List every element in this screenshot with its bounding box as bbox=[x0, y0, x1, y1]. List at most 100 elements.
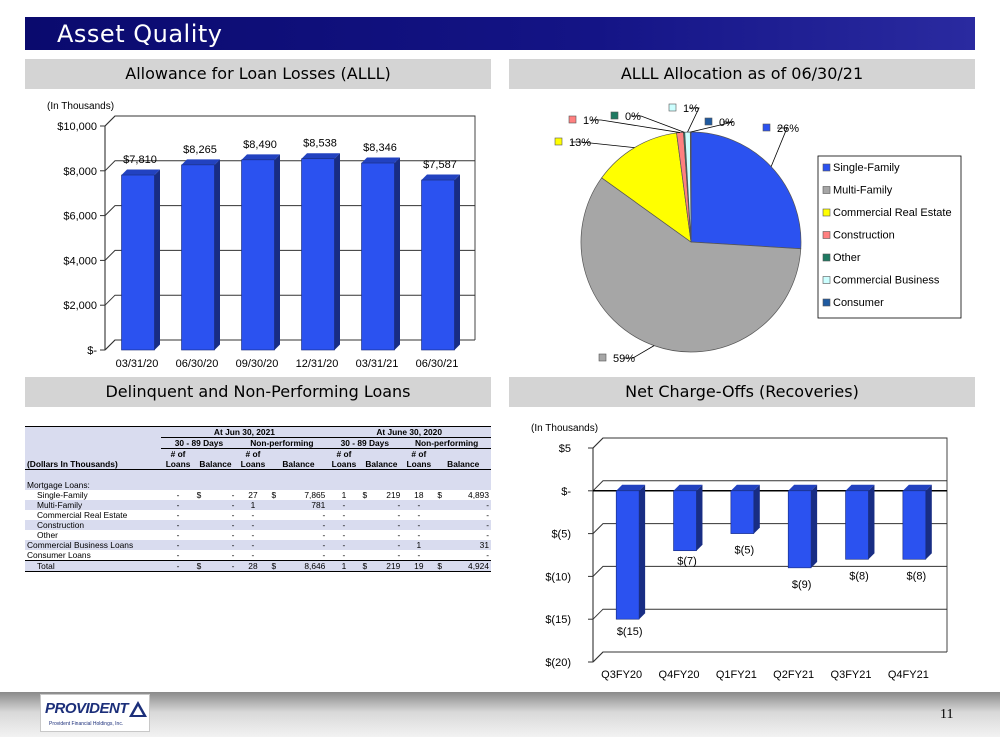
table-cell: - bbox=[283, 539, 328, 550]
row-header: (Dollars In Thousands) bbox=[25, 459, 162, 470]
bar-top bbox=[421, 174, 460, 181]
table-cell: - bbox=[374, 519, 403, 530]
table-cell: 31 bbox=[449, 539, 491, 550]
column-header: # of bbox=[327, 448, 361, 459]
unit-note: (In Thousands) bbox=[47, 101, 114, 112]
bar-value-label: $7,810 bbox=[123, 154, 157, 166]
column-header: Loans bbox=[236, 459, 270, 470]
table-cell: 219 bbox=[386, 489, 401, 500]
bar-top bbox=[361, 157, 400, 164]
table-cell: - bbox=[486, 509, 489, 520]
table-cell bbox=[25, 437, 162, 449]
bar-value-label: $8,490 bbox=[243, 139, 277, 151]
bar-top bbox=[845, 484, 875, 491]
table-cell: - bbox=[417, 549, 421, 560]
table-cell: - bbox=[322, 549, 326, 560]
chart-floor bbox=[592, 651, 947, 663]
gridline bbox=[104, 160, 475, 172]
gridline bbox=[104, 249, 475, 261]
pie-label-swatch bbox=[762, 123, 771, 132]
bar-top bbox=[902, 484, 932, 491]
table-cell bbox=[360, 448, 375, 459]
legend-swatch bbox=[822, 163, 831, 172]
row-label: Commercial Real Estate bbox=[37, 509, 128, 520]
table-cell: 19 bbox=[402, 559, 436, 572]
table-row: (Dollars In Thousands) Loans Balance Loans B… bbox=[25, 459, 491, 470]
bar-top bbox=[241, 154, 280, 160]
chart-frame bbox=[592, 437, 948, 652]
table-cell bbox=[269, 519, 284, 530]
pie-legend: Single-Family Multi-Family Commercial Real… bbox=[817, 155, 962, 319]
x-tick-label: Q3FY21 bbox=[831, 669, 872, 681]
table-cell bbox=[270, 510, 284, 520]
pie-leader-line bbox=[591, 119, 681, 133]
bar-value-label: $(7) bbox=[677, 556, 697, 568]
y-tick-label: $(20) bbox=[545, 657, 571, 669]
table-cell: - bbox=[209, 559, 237, 572]
bar-top bbox=[121, 169, 160, 176]
bar-top bbox=[788, 484, 818, 491]
x-tick-label: Q3FY20 bbox=[601, 669, 642, 681]
pie-slice-label: 0% bbox=[625, 111, 641, 123]
legend-entry: Construction bbox=[833, 230, 895, 242]
legend-swatch bbox=[822, 231, 831, 239]
table-cell: 219 bbox=[374, 559, 403, 572]
table-cell: 781 bbox=[283, 499, 328, 510]
table-cell bbox=[360, 519, 375, 530]
pie-leader-line bbox=[571, 141, 635, 149]
legend-entry: Other bbox=[833, 252, 861, 264]
bar-top bbox=[181, 159, 220, 165]
table-cell: - bbox=[342, 549, 346, 560]
y-tick-label: $(5) bbox=[551, 529, 571, 541]
table-cell bbox=[435, 530, 449, 540]
table-cell: - bbox=[231, 509, 235, 520]
pie-slice bbox=[580, 177, 802, 353]
table-cell bbox=[270, 530, 284, 540]
pie-label-swatch bbox=[554, 137, 563, 146]
table-cell bbox=[374, 448, 403, 459]
gridline bbox=[592, 437, 947, 449]
x-tick-label: 03/31/21 bbox=[356, 358, 399, 370]
column-header: # of bbox=[236, 448, 270, 459]
table-cell bbox=[435, 539, 450, 550]
table-cell: - bbox=[209, 539, 237, 550]
pie-leader-line bbox=[631, 115, 685, 133]
pie-slice-label: 26% bbox=[777, 123, 799, 135]
y-tick-label: $2,000 bbox=[63, 300, 97, 312]
x-tick-label: Q1FY21 bbox=[716, 669, 757, 681]
sub-header: 30 - 89 Days bbox=[327, 437, 403, 449]
table-cell bbox=[269, 539, 284, 550]
net-chargeoffs-bar-chart: $5 $- $(5) $(10) $(15) $(20) $(15) Q3FY20 $(7) Q4… bbox=[531, 423, 948, 681]
pie-leader-line bbox=[623, 345, 655, 359]
table-cell: $ bbox=[271, 489, 277, 500]
gridline bbox=[592, 480, 947, 492]
bar-value-label: $8,346 bbox=[363, 142, 397, 154]
chart-floor bbox=[104, 339, 475, 351]
table-cell: - bbox=[236, 539, 270, 550]
table-cell: - bbox=[209, 499, 237, 510]
pie-leader-line bbox=[687, 107, 700, 133]
logo-mark-icon bbox=[129, 701, 147, 717]
table-cell: - bbox=[449, 499, 491, 510]
bar-value-label: $(5) bbox=[735, 545, 755, 557]
y-tick-label: $- bbox=[561, 486, 571, 498]
table-cell: 8,646 bbox=[283, 559, 328, 572]
table-row: Commercial Business Loans - - - - - -1 31 bbox=[25, 539, 491, 550]
alll-bar-chart: $10,000 $8,000 $6,000 $4,000 $2,000 $- $7,810 0… bbox=[47, 101, 476, 370]
y-tick-label: $- bbox=[87, 345, 97, 357]
bar-side bbox=[394, 157, 400, 350]
legend-entry: Commercial Business bbox=[833, 275, 940, 287]
table-row: 30 - 89 Days Non-performing 30 - 89 Days No… bbox=[25, 437, 491, 449]
table-cell: - bbox=[397, 529, 401, 540]
table-cell bbox=[435, 510, 449, 520]
pie-slice bbox=[690, 131, 802, 250]
row-label: Construction bbox=[25, 519, 162, 530]
table-cell bbox=[25, 426, 162, 438]
pie-label-swatch bbox=[568, 115, 577, 124]
row-label: Total bbox=[25, 559, 162, 572]
y-tick-label: $(10) bbox=[545, 571, 571, 583]
column-header: # of bbox=[402, 448, 436, 459]
table-cell bbox=[270, 550, 284, 561]
y-tick-label: $5 bbox=[559, 443, 571, 455]
section-header-allowance: Allowance for Loan Losses (ALLL) bbox=[25, 59, 491, 89]
